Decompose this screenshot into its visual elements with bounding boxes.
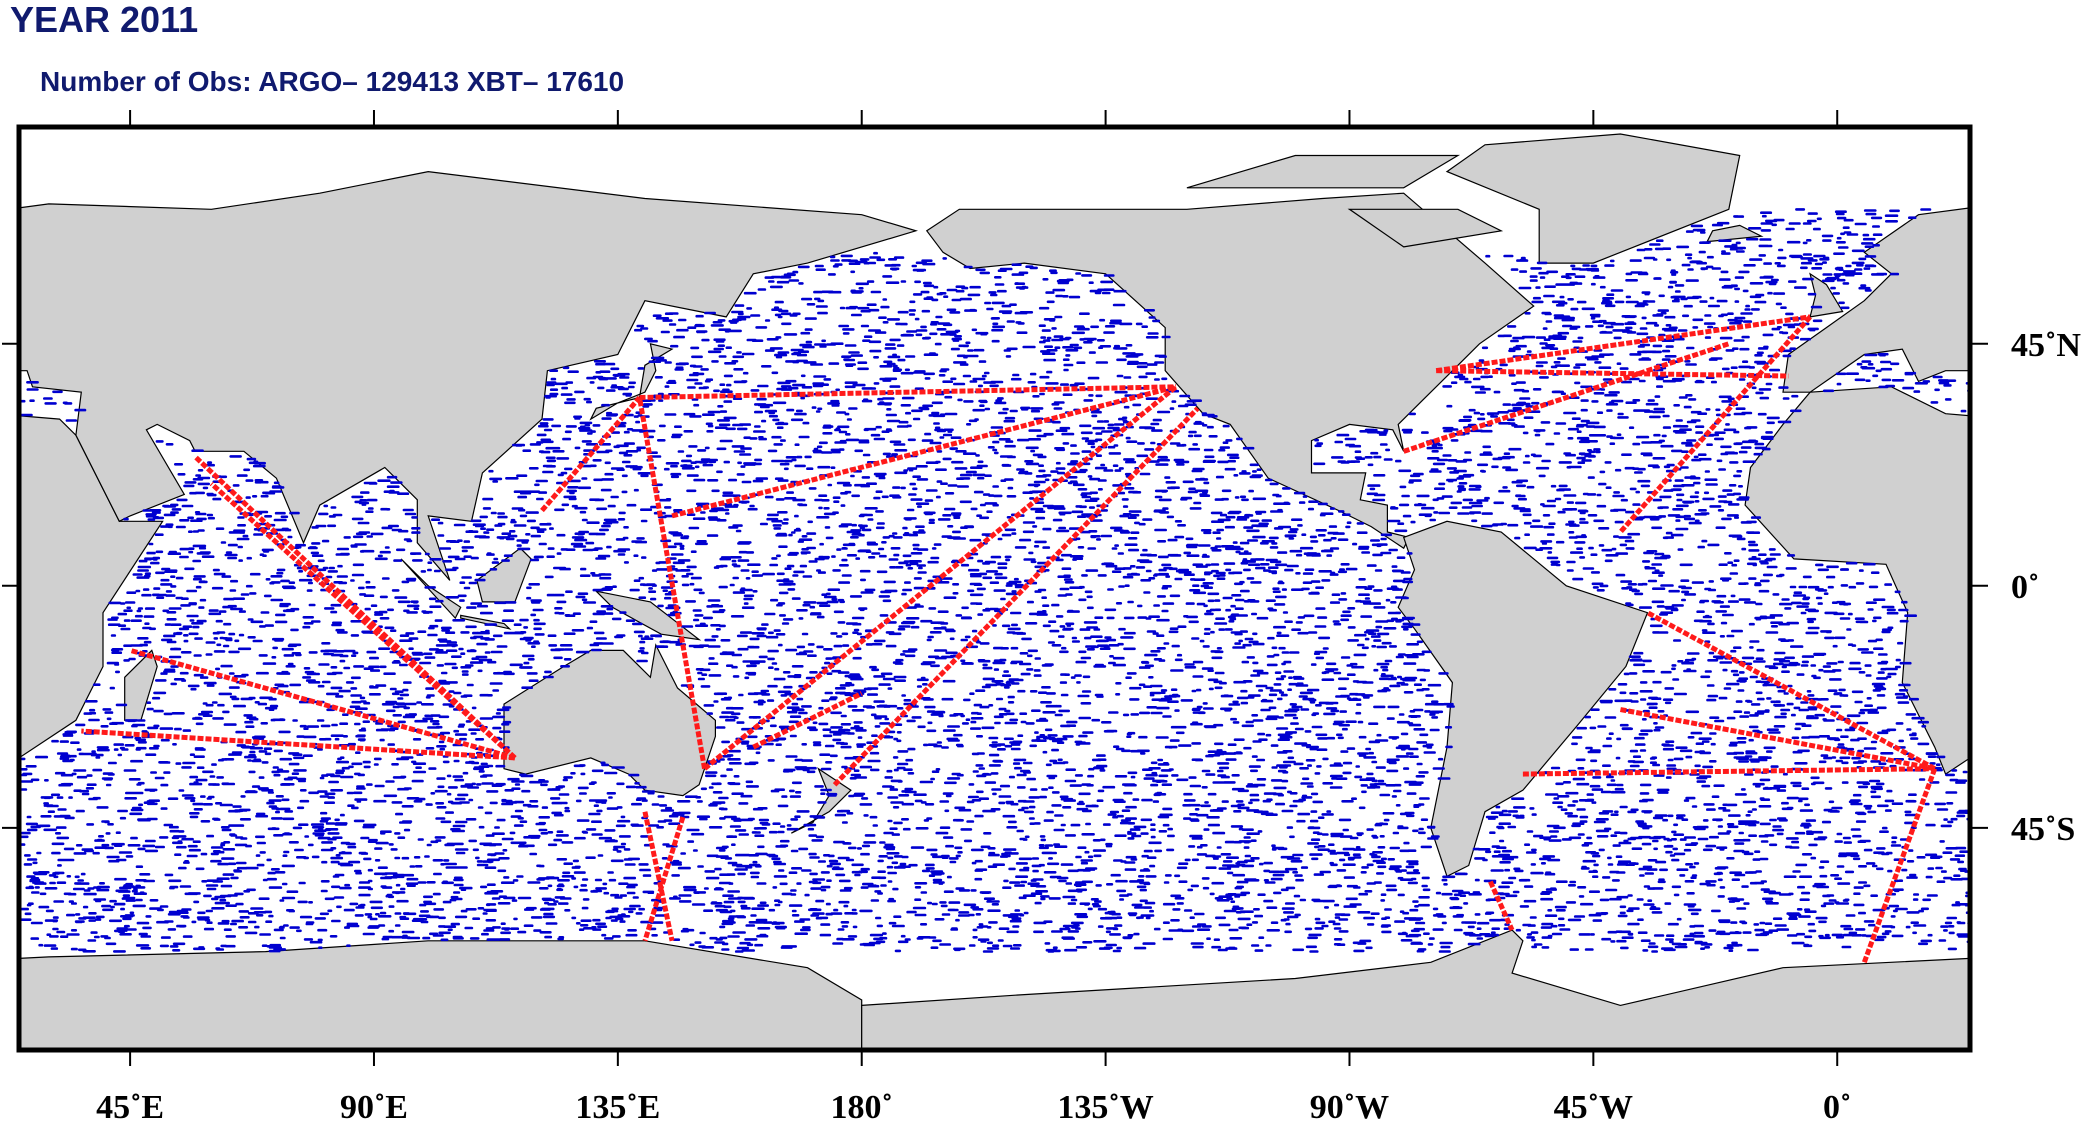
x-tick-label: 135˚E [575, 1089, 660, 1122]
subtitle: Number of Obs: ARGO– 129413 XBT– 17610 [40, 66, 624, 97]
x-tick-label: 135˚W [1057, 1089, 1153, 1122]
xbt-track [209, 481, 517, 760]
xbt-track [832, 406, 1200, 787]
title: YEAR 2011 [10, 0, 198, 40]
xbt-track [1436, 368, 1789, 379]
landmass [19, 170, 919, 581]
landmass [19, 415, 164, 759]
xbt-track [642, 816, 686, 942]
xbt-track [1402, 341, 1730, 454]
xbt-track [637, 397, 708, 770]
landmass [503, 643, 716, 797]
x-tick-label: 90˚E [340, 1089, 408, 1122]
landmass [1782, 207, 1970, 393]
xbt-track [671, 384, 1177, 519]
xbt-track [2032, 731, 2097, 758]
land [19, 133, 2097, 1050]
landmass [594, 590, 702, 641]
xbt-track [1861, 767, 1938, 964]
axes: 45˚E 90˚E 135˚E 180˚ 135˚W 90˚W 45˚W 0˚ 45˚N 0˚ 45… [2, 110, 2081, 1126]
landmass [1706, 224, 1764, 243]
landmass [2076, 650, 2097, 720]
xbt-track [129, 647, 516, 761]
xbt-track [752, 691, 863, 750]
map-frame [16, 124, 1973, 1053]
xbt-track [1488, 880, 1515, 932]
xbt-track [81, 728, 516, 761]
xbt-track [639, 384, 1177, 401]
x-tick-label: 180˚ [831, 1089, 893, 1122]
xbt-tracks [81, 314, 2097, 964]
y-tick-label: 45˚N [2011, 327, 2081, 364]
landmass [861, 929, 1970, 1050]
landmass [476, 547, 532, 603]
x-tick-label: 45˚E [96, 1089, 164, 1122]
xbt-track [1435, 314, 1811, 374]
landmass [1445, 133, 1741, 264]
xbt-track [702, 384, 1178, 771]
xbt-track [1522, 766, 1935, 777]
xbt-track [642, 811, 675, 942]
xbt-track [1646, 610, 1936, 771]
xbt-track [2081, 650, 2097, 758]
xbt-track [1619, 707, 1936, 772]
xbt-track [540, 395, 642, 513]
x-tick-label: 0˚ [1823, 1089, 1851, 1122]
x-tick-label: 90˚W [1310, 1089, 1389, 1122]
x-tick-label: 45˚W [1554, 1089, 1633, 1122]
y-tick-label: 45˚S [2011, 811, 2075, 848]
landmass [1186, 154, 1461, 189]
y-tick-label: 0˚ [2011, 569, 2039, 606]
landmass [1347, 208, 1504, 248]
